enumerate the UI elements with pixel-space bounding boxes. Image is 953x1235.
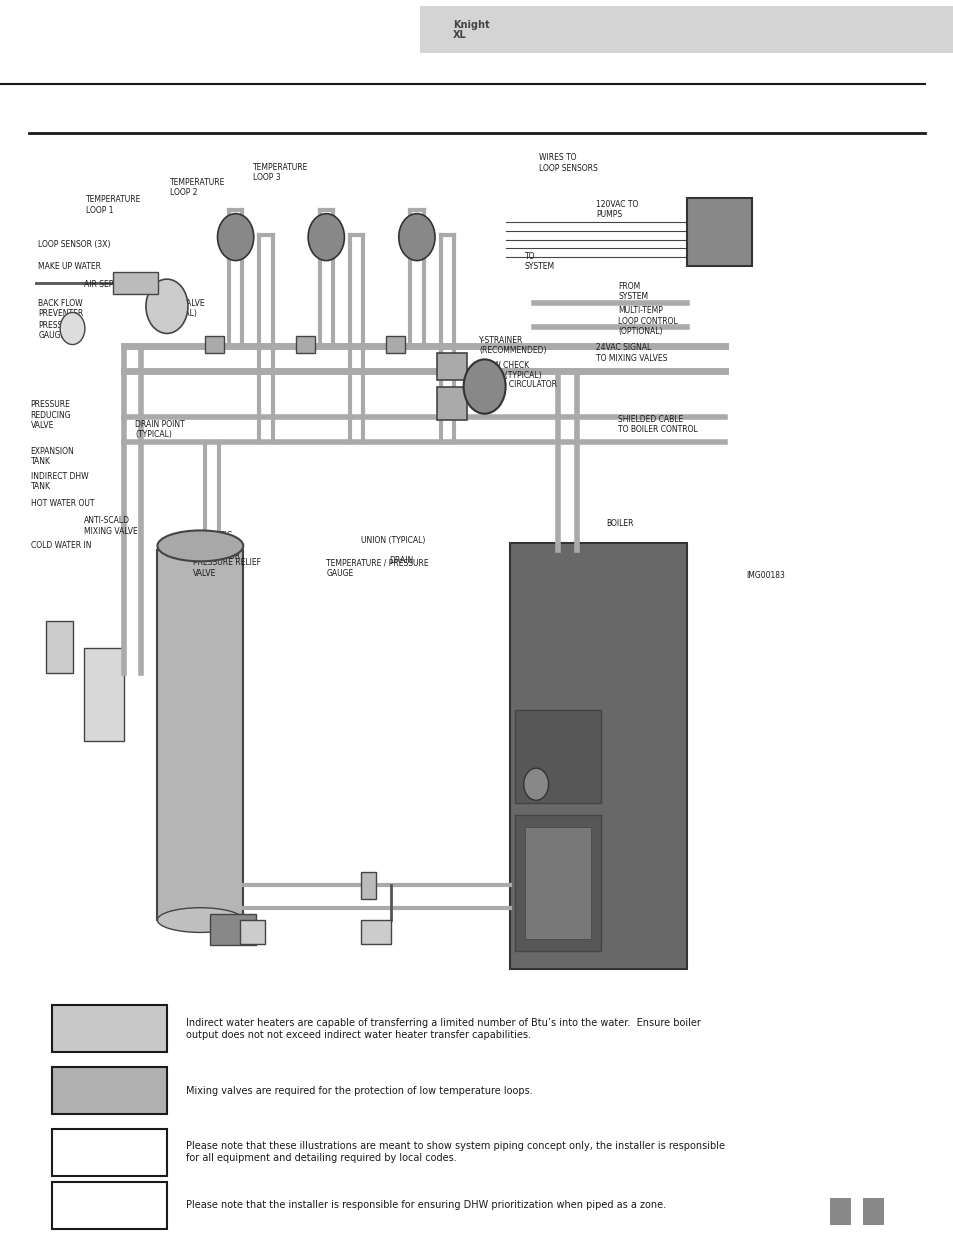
Text: Mixing valves are required for the protection of low temperature loops.: Mixing valves are required for the prote…: [186, 1086, 532, 1095]
Text: TEMPERATURE
LOOP 1: TEMPERATURE LOOP 1: [86, 195, 141, 215]
Ellipse shape: [157, 530, 243, 561]
FancyBboxPatch shape: [862, 1198, 883, 1225]
FancyBboxPatch shape: [46, 621, 72, 673]
Text: DRAIN: DRAIN: [389, 556, 413, 564]
FancyBboxPatch shape: [419, 6, 953, 53]
Text: COLD WATER IN: COLD WATER IN: [30, 541, 91, 550]
Circle shape: [463, 359, 505, 414]
Circle shape: [60, 312, 85, 345]
Text: INDIRECT DHW
TANK: INDIRECT DHW TANK: [30, 472, 88, 492]
Text: LOOP SENSOR (3X): LOOP SENSOR (3X): [38, 240, 111, 248]
Text: PRESSURE
GAUGE: PRESSURE GAUGE: [38, 321, 78, 341]
FancyBboxPatch shape: [515, 710, 600, 803]
FancyBboxPatch shape: [510, 543, 686, 969]
Circle shape: [398, 214, 435, 261]
Circle shape: [523, 768, 548, 800]
FancyBboxPatch shape: [240, 920, 265, 944]
Circle shape: [308, 214, 344, 261]
FancyBboxPatch shape: [829, 1198, 850, 1225]
Text: UNION (TYPICAL): UNION (TYPICAL): [360, 536, 424, 545]
Text: MAKE UP WATER: MAKE UP WATER: [38, 262, 101, 270]
FancyBboxPatch shape: [386, 336, 405, 353]
Text: DRAIN POINT
(TYPICAL): DRAIN POINT (TYPICAL): [135, 420, 185, 440]
Circle shape: [146, 279, 188, 333]
FancyBboxPatch shape: [112, 272, 158, 294]
Text: BOILER CIRCULATOR: BOILER CIRCULATOR: [478, 380, 557, 389]
FancyBboxPatch shape: [524, 827, 591, 939]
FancyBboxPatch shape: [436, 353, 467, 380]
Text: EXPANSION
TANK: EXPANSION TANK: [30, 447, 74, 467]
Text: PRESSURE
REDUCING
VALVE: PRESSURE REDUCING VALVE: [30, 400, 71, 430]
Text: Indirect water heaters are capable of transferring a limited number of Btu’s int: Indirect water heaters are capable of tr…: [186, 1018, 700, 1040]
Text: TEMPERATURE
LOOP 3: TEMPERATURE LOOP 3: [253, 163, 308, 183]
Text: BACK FLOW
PREVENTER: BACK FLOW PREVENTER: [38, 299, 83, 319]
Text: BOILER: BOILER: [605, 519, 633, 527]
Text: SHIELDED CABLE
TO BOILER CONTROL: SHIELDED CABLE TO BOILER CONTROL: [618, 415, 698, 435]
FancyBboxPatch shape: [295, 336, 314, 353]
FancyBboxPatch shape: [436, 387, 467, 420]
Text: FROM
SYSTEM: FROM SYSTEM: [618, 282, 648, 301]
FancyBboxPatch shape: [157, 550, 243, 920]
Text: BALL VALVE
(TYPICAL): BALL VALVE (TYPICAL): [160, 299, 205, 319]
Text: ANTI-SCALD
MIXING VALVE: ANTI-SCALD MIXING VALVE: [84, 516, 137, 536]
Ellipse shape: [157, 908, 243, 932]
Text: TEMPERATURE
LOOP 2: TEMPERATURE LOOP 2: [170, 178, 225, 198]
Text: Y-STRAINER
(RECOMMENDED): Y-STRAINER (RECOMMENDED): [478, 336, 546, 356]
Text: Please note that the installer is responsible for ensuring DHW prioritization wh: Please note that the installer is respon…: [186, 1200, 665, 1210]
Text: TO
SYSTEM: TO SYSTEM: [524, 252, 555, 272]
Text: HOT WATER OUT: HOT WATER OUT: [30, 499, 94, 508]
FancyBboxPatch shape: [210, 914, 255, 945]
Text: PRESSURE RELIEF
VALVE: PRESSURE RELIEF VALVE: [193, 558, 260, 578]
Text: MULTI-TEMP
LOOP CONTROL
(OPTIONAL): MULTI-TEMP LOOP CONTROL (OPTIONAL): [618, 306, 678, 336]
FancyBboxPatch shape: [52, 1182, 167, 1229]
FancyBboxPatch shape: [686, 198, 751, 266]
FancyBboxPatch shape: [360, 872, 375, 899]
Text: FLOW CHECK
VALVE (TYPICAL): FLOW CHECK VALVE (TYPICAL): [478, 361, 541, 380]
Text: IMG00183: IMG00183: [745, 571, 784, 579]
FancyBboxPatch shape: [29, 148, 924, 1013]
Text: 120VAC TO
PUMPS: 120VAC TO PUMPS: [596, 200, 638, 220]
FancyBboxPatch shape: [515, 815, 600, 951]
FancyBboxPatch shape: [52, 1129, 167, 1176]
Text: TEMPERATURE / PRESSURE
GAUGE: TEMPERATURE / PRESSURE GAUGE: [326, 558, 429, 578]
FancyBboxPatch shape: [52, 1067, 167, 1114]
Circle shape: [217, 214, 253, 261]
FancyBboxPatch shape: [84, 648, 124, 741]
Text: 24VAC SIGNAL
TO MIXING VALVES: 24VAC SIGNAL TO MIXING VALVES: [596, 343, 667, 363]
Text: WIRES TO
LOOP SENSORS: WIRES TO LOOP SENSORS: [538, 153, 598, 173]
FancyBboxPatch shape: [360, 920, 391, 944]
Text: AIR SEPARATOR: AIR SEPARATOR: [84, 280, 144, 289]
FancyBboxPatch shape: [52, 1005, 167, 1052]
Text: Please note that these illustrations are meant to show system piping concept onl: Please note that these illustrations are…: [186, 1141, 724, 1163]
Text: Knight
XL: Knight XL: [453, 20, 489, 40]
FancyBboxPatch shape: [205, 336, 224, 353]
Text: DOMESTIC
HOT WATER
CIRCULATOR: DOMESTIC HOT WATER CIRCULATOR: [193, 531, 240, 561]
